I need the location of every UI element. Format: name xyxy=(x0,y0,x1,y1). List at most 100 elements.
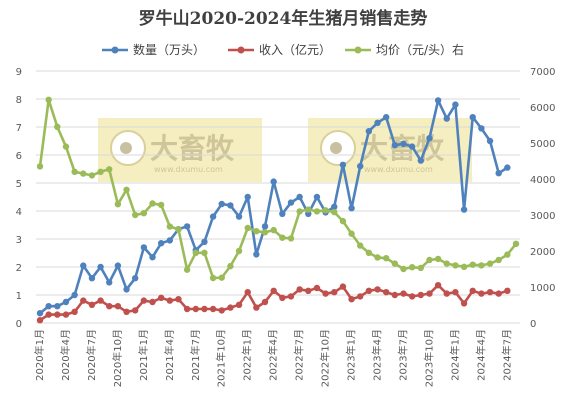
data-point xyxy=(382,255,390,262)
data-point xyxy=(400,140,407,147)
series-1 xyxy=(36,282,511,324)
data-point xyxy=(123,186,130,193)
data-point xyxy=(357,163,364,170)
data-point xyxy=(261,223,269,230)
data-point xyxy=(270,178,277,185)
data-point xyxy=(166,297,174,304)
data-point xyxy=(512,240,520,247)
data-point xyxy=(253,251,260,258)
data-point xyxy=(88,275,96,282)
watermark-site: www.dxumu.com xyxy=(364,165,433,174)
data-point xyxy=(140,244,148,251)
data-point xyxy=(80,170,87,177)
data-point xyxy=(296,193,303,201)
data-point xyxy=(209,305,217,313)
data-point xyxy=(62,298,70,306)
data-point xyxy=(149,200,156,207)
data-point xyxy=(374,119,381,127)
data-point xyxy=(348,230,355,237)
data-point xyxy=(357,242,364,249)
data-point xyxy=(244,193,251,201)
data-point xyxy=(287,235,295,242)
data-point xyxy=(374,286,381,293)
data-point xyxy=(97,263,104,271)
data-point xyxy=(235,301,243,308)
x-tick-label: 2022年1月 xyxy=(241,329,254,381)
x-tick-label: 2024年4月 xyxy=(474,329,487,381)
data-point xyxy=(434,97,442,104)
data-point xyxy=(313,193,321,201)
data-point xyxy=(279,210,286,217)
data-point xyxy=(45,303,52,310)
series-2 xyxy=(36,96,520,282)
data-point xyxy=(132,307,139,314)
data-point xyxy=(460,206,468,213)
data-point xyxy=(504,164,511,171)
data-point xyxy=(452,262,459,269)
data-point xyxy=(192,305,199,313)
legend-item: 均价（元/头）右 xyxy=(345,42,464,57)
data-point xyxy=(486,289,494,296)
data-point xyxy=(382,114,390,121)
data-point xyxy=(443,115,450,122)
data-point xyxy=(106,166,113,173)
left-tick-label: 5 xyxy=(16,179,22,190)
data-point xyxy=(183,223,191,230)
data-point xyxy=(443,290,450,297)
legend-item: 收入（亿元） xyxy=(228,42,331,57)
data-point xyxy=(426,135,433,142)
legend-label: 均价（元/头）右 xyxy=(376,42,464,57)
data-point xyxy=(166,237,174,244)
x-axis-ticks: 2020年1月 2020年4月 2020年7月 2020年10月 2021年1月 2021… xyxy=(33,329,513,387)
data-point xyxy=(36,310,44,317)
data-point xyxy=(157,240,165,247)
data-point xyxy=(114,303,122,310)
data-point xyxy=(443,260,450,267)
left-tick-label: 8 xyxy=(16,95,22,106)
data-point xyxy=(452,289,459,296)
data-point xyxy=(227,202,234,209)
data-point xyxy=(123,308,130,315)
data-point xyxy=(140,297,148,304)
data-point xyxy=(132,211,139,219)
data-point xyxy=(408,143,416,150)
data-point xyxy=(88,301,96,308)
data-point xyxy=(54,311,61,318)
right-tick-label: 4000 xyxy=(530,175,555,186)
data-point xyxy=(97,297,104,304)
right-tick-label: 1000 xyxy=(530,283,555,294)
left-tick-label: 1 xyxy=(16,291,22,302)
legend-item: 数量（万头） xyxy=(102,42,205,57)
data-point xyxy=(261,229,269,236)
data-point xyxy=(478,262,485,269)
data-point xyxy=(339,283,347,290)
watermark-brand: 大畜牧 xyxy=(150,132,235,165)
x-tick-label: 2024年1月 xyxy=(448,329,461,381)
data-point xyxy=(209,213,217,220)
data-point xyxy=(97,168,104,175)
data-point xyxy=(469,114,476,121)
x-tick-label: 2021年1月 xyxy=(137,329,150,381)
legend-marker xyxy=(111,46,119,54)
data-point xyxy=(54,123,61,130)
data-point xyxy=(88,172,96,179)
x-tick-label: 2022年10月 xyxy=(319,329,332,387)
data-point xyxy=(183,266,191,273)
data-point xyxy=(365,128,373,135)
data-point xyxy=(486,260,494,267)
data-point xyxy=(365,249,373,256)
watermark-site: www.dxumu.com xyxy=(154,165,223,174)
data-point xyxy=(36,317,44,324)
x-tick-label: 2021年10月 xyxy=(215,329,228,387)
data-point xyxy=(452,101,459,108)
left-axis-ticks: 0 1 2 3 4 5 6 7 8 9 xyxy=(16,67,22,330)
data-point xyxy=(45,96,52,104)
data-point xyxy=(287,293,295,300)
data-point xyxy=(114,201,122,208)
data-point xyxy=(149,254,156,261)
data-point xyxy=(218,274,225,281)
x-tick-label: 2021年7月 xyxy=(189,329,202,381)
